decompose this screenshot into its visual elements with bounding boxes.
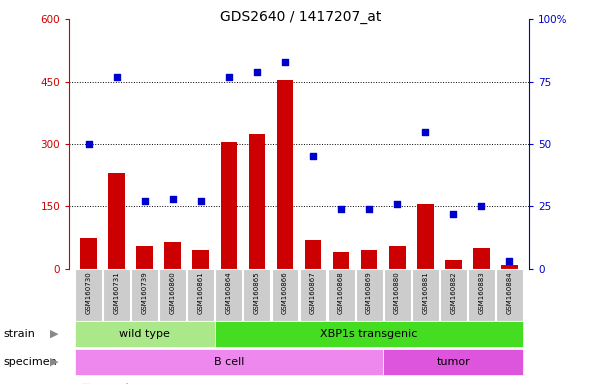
- Text: GSM160884: GSM160884: [506, 271, 512, 314]
- Point: [224, 74, 234, 80]
- FancyBboxPatch shape: [299, 269, 326, 321]
- Text: ■: ■: [81, 383, 91, 384]
- Text: GSM160864: GSM160864: [226, 271, 232, 314]
- Bar: [108, 173, 125, 269]
- Text: tumor: tumor: [436, 357, 470, 367]
- Text: GSM160868: GSM160868: [338, 271, 344, 314]
- FancyBboxPatch shape: [215, 321, 523, 347]
- Point: [112, 74, 121, 80]
- Bar: [445, 260, 462, 269]
- Bar: [305, 240, 322, 269]
- Text: XBP1s transgenic: XBP1s transgenic: [320, 329, 418, 339]
- FancyBboxPatch shape: [468, 269, 495, 321]
- Bar: [276, 79, 293, 269]
- Text: GSM160881: GSM160881: [422, 271, 428, 314]
- Point: [504, 258, 514, 265]
- Point: [392, 201, 402, 207]
- Point: [196, 199, 206, 205]
- Text: GSM160730: GSM160730: [86, 271, 92, 314]
- FancyBboxPatch shape: [383, 349, 523, 375]
- Bar: [165, 242, 182, 269]
- Text: GSM160867: GSM160867: [310, 271, 316, 314]
- FancyBboxPatch shape: [440, 269, 466, 321]
- Point: [140, 199, 150, 205]
- Point: [308, 154, 318, 160]
- Text: GSM160860: GSM160860: [170, 271, 176, 314]
- Point: [84, 141, 94, 147]
- Text: GSM160861: GSM160861: [198, 271, 204, 314]
- FancyBboxPatch shape: [159, 269, 186, 321]
- Bar: [332, 252, 349, 269]
- Text: GSM160731: GSM160731: [114, 271, 120, 314]
- Text: count: count: [102, 383, 130, 384]
- Bar: [361, 250, 377, 269]
- Text: GDS2640 / 1417207_at: GDS2640 / 1417207_at: [220, 10, 381, 23]
- Point: [448, 211, 458, 217]
- Bar: [136, 246, 153, 269]
- Text: GSM160865: GSM160865: [254, 271, 260, 314]
- Text: GSM160880: GSM160880: [394, 271, 400, 314]
- Text: ▶: ▶: [50, 329, 58, 339]
- Bar: [501, 265, 517, 269]
- FancyBboxPatch shape: [188, 269, 215, 321]
- Point: [168, 196, 178, 202]
- Text: strain: strain: [3, 329, 35, 339]
- FancyBboxPatch shape: [328, 269, 355, 321]
- Point: [336, 206, 346, 212]
- FancyBboxPatch shape: [75, 349, 383, 375]
- Point: [252, 69, 262, 75]
- Text: GSM160866: GSM160866: [282, 271, 288, 314]
- FancyBboxPatch shape: [243, 269, 270, 321]
- Point: [280, 59, 290, 65]
- Text: GSM160869: GSM160869: [366, 271, 372, 314]
- Text: GSM160739: GSM160739: [142, 271, 148, 314]
- Text: GSM160883: GSM160883: [478, 271, 484, 314]
- Bar: [81, 238, 97, 269]
- FancyBboxPatch shape: [103, 269, 130, 321]
- FancyBboxPatch shape: [496, 269, 523, 321]
- FancyBboxPatch shape: [215, 269, 242, 321]
- FancyBboxPatch shape: [272, 269, 299, 321]
- Bar: [249, 134, 266, 269]
- FancyBboxPatch shape: [132, 269, 158, 321]
- Point: [477, 204, 486, 210]
- FancyBboxPatch shape: [356, 269, 383, 321]
- Bar: [416, 204, 433, 269]
- Bar: [473, 248, 490, 269]
- Point: [364, 206, 374, 212]
- FancyBboxPatch shape: [75, 321, 215, 347]
- Text: B cell: B cell: [214, 357, 244, 367]
- Bar: [389, 246, 406, 269]
- FancyBboxPatch shape: [412, 269, 439, 321]
- Point: [420, 129, 430, 135]
- Bar: [221, 142, 237, 269]
- Text: specimen: specimen: [3, 357, 56, 367]
- Bar: [192, 250, 209, 269]
- Text: ▶: ▶: [50, 357, 58, 367]
- FancyBboxPatch shape: [75, 269, 102, 321]
- FancyBboxPatch shape: [383, 269, 410, 321]
- Text: GSM160882: GSM160882: [450, 271, 456, 314]
- Text: wild type: wild type: [120, 329, 170, 339]
